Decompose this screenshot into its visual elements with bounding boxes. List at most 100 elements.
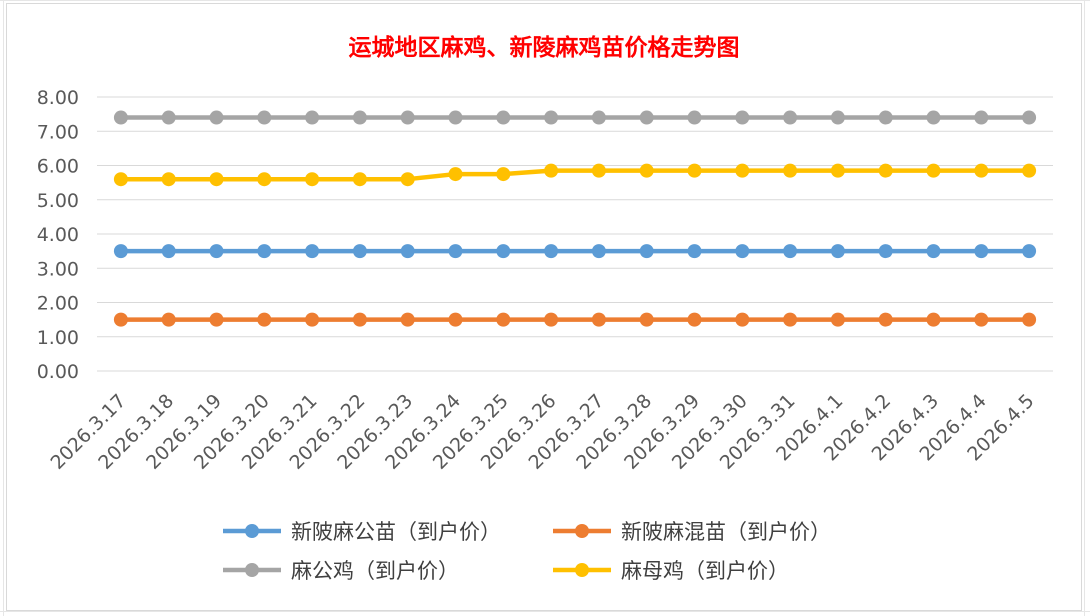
data-point — [161, 244, 176, 259]
data-point — [735, 244, 750, 259]
data-point — [257, 244, 272, 259]
legend-marker — [245, 563, 259, 577]
data-point — [878, 244, 893, 259]
y-tick-label: 2.00 — [37, 293, 79, 315]
legend-label: 新陂麻混苗（到户价） — [621, 520, 831, 544]
data-point — [544, 110, 559, 125]
data-point — [639, 110, 654, 125]
data-point — [878, 110, 893, 125]
data-point — [735, 312, 750, 327]
data-point — [830, 110, 845, 125]
data-point — [113, 312, 128, 327]
series-line — [120, 168, 1030, 182]
data-point — [687, 244, 702, 259]
data-point — [974, 244, 989, 259]
data-point — [209, 244, 224, 259]
data-point — [209, 172, 224, 187]
y-tick-label: 0.00 — [37, 361, 79, 383]
data-point — [257, 312, 272, 327]
data-point — [161, 312, 176, 327]
data-point — [113, 110, 128, 125]
data-point — [448, 244, 463, 259]
data-point — [830, 312, 845, 327]
legend-label: 新陂麻公苗（到户价） — [291, 520, 501, 544]
data-point — [1022, 163, 1037, 178]
data-point — [735, 163, 750, 178]
chart-area[interactable]: 运城地区麻鸡、新陵麻鸡苗价格走势图 0.00 1.00 2.00 3.00 4.00 5.… — [6, 3, 1082, 611]
data-point — [591, 163, 606, 178]
data-point — [352, 312, 367, 327]
data-point — [448, 312, 463, 327]
data-point — [878, 163, 893, 178]
data-point — [113, 244, 128, 259]
data-point — [783, 110, 798, 125]
data-point — [257, 172, 272, 187]
data-point — [1022, 312, 1037, 327]
data-point — [639, 163, 654, 178]
data-point — [400, 244, 415, 259]
data-point — [352, 110, 367, 125]
data-point — [1022, 244, 1037, 259]
data-point — [591, 312, 606, 327]
data-point — [209, 110, 224, 125]
data-point — [974, 312, 989, 327]
y-tick-label: 5.00 — [37, 190, 79, 212]
y-tick-label: 4.00 — [37, 224, 79, 246]
data-point — [639, 244, 654, 259]
data-point — [352, 172, 367, 187]
data-point — [209, 312, 224, 327]
data-point — [878, 312, 893, 327]
data-point — [1022, 110, 1037, 125]
data-point — [783, 312, 798, 327]
legend-marker — [245, 524, 259, 538]
data-point — [496, 312, 511, 327]
data-point — [305, 312, 320, 327]
data-point — [735, 110, 750, 125]
data-point — [496, 110, 511, 125]
data-point — [783, 244, 798, 259]
data-point — [400, 110, 415, 125]
data-point — [400, 172, 415, 187]
data-point — [496, 167, 511, 182]
data-point — [113, 172, 128, 187]
data-point — [783, 163, 798, 178]
chart-title: 运城地区麻鸡、新陵麻鸡苗价格走势图 — [348, 34, 740, 61]
legend-label: 麻母鸡（到户价） — [621, 559, 789, 583]
y-tick-label: 3.00 — [37, 258, 79, 280]
data-point — [161, 172, 176, 187]
data-point — [830, 244, 845, 259]
legend-marker — [575, 563, 589, 577]
data-point — [544, 244, 559, 259]
data-point — [544, 163, 559, 178]
data-point — [687, 163, 702, 178]
y-tick-label: 1.00 — [37, 327, 79, 349]
data-point — [926, 163, 941, 178]
legend-marker — [575, 524, 589, 538]
data-point — [687, 312, 702, 327]
data-point — [257, 110, 272, 125]
y-tick-label: 7.00 — [37, 121, 79, 143]
data-point — [926, 110, 941, 125]
legend-label: 麻公鸡（到户价） — [291, 559, 459, 583]
data-point — [496, 244, 511, 259]
data-point — [591, 110, 606, 125]
data-point — [926, 312, 941, 327]
line-chart: 0.001.002.003.004.005.006.007.008.002026… — [37, 87, 1053, 583]
data-point — [974, 163, 989, 178]
y-tick-label: 6.00 — [37, 156, 79, 178]
data-point — [591, 244, 606, 259]
data-point — [161, 110, 176, 125]
data-point — [400, 312, 415, 327]
data-point — [305, 110, 320, 125]
y-tick-label: 8.00 — [37, 87, 79, 109]
data-point — [544, 312, 559, 327]
data-point — [448, 110, 463, 125]
data-point — [352, 244, 367, 259]
data-point — [305, 244, 320, 259]
data-point — [830, 163, 845, 178]
data-point — [926, 244, 941, 259]
data-point — [974, 110, 989, 125]
data-point — [305, 172, 320, 187]
data-point — [448, 167, 463, 182]
